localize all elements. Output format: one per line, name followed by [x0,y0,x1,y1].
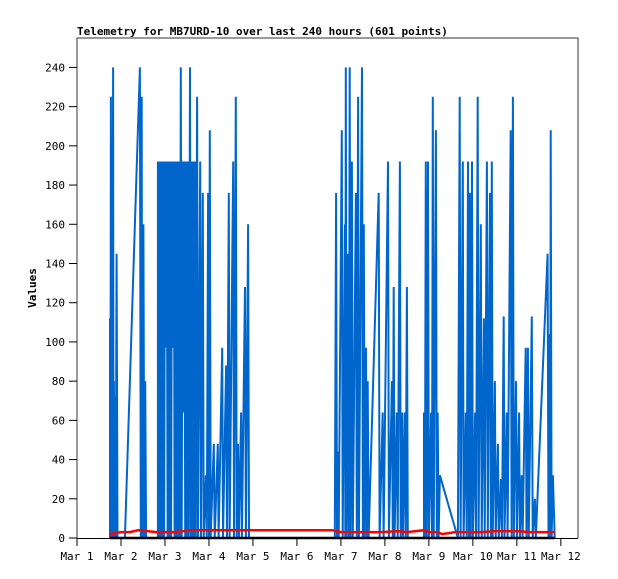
y-tick-label: 160 [45,218,65,231]
x-tick-label: Mar 8 [368,550,401,563]
x-tick-label: Mar 11 [497,550,537,563]
y-tick-label: 0 [58,532,65,545]
x-tick-label: Mar 1 [60,550,93,563]
y-tick-label: 20 [52,493,65,506]
y-tick-label: 80 [52,375,65,388]
y-axis-label: Values [26,268,39,308]
x-tick-label: Mar 12 [541,550,581,563]
plot-frame [76,37,579,538]
y-tick-label: 200 [45,140,65,153]
chart-title: Telemetry for MB7URD-10 over last 240 ho… [77,25,448,38]
y-tick-label: 220 [45,101,65,114]
y-tick-label: 40 [52,454,65,467]
y-tick-label: 140 [45,257,65,270]
series-line-value-1 [109,67,556,539]
x-tick-label: Mar 7 [324,550,357,563]
y-tick-label: 100 [45,336,65,349]
series-line-value-2 [109,528,555,536]
x-tick-label: Mar 3 [148,550,181,563]
axes-layer: 0 20 40 60 80 100 120 140 160 180 200 220 240 Mar 1 Ma… [45,37,581,563]
series-layer [109,67,556,540]
x-tick-label: Mar 9 [412,550,445,563]
x-tick-label: Mar 2 [104,550,137,563]
x-tick-label: Mar 5 [236,550,269,563]
y-tick-label: 60 [52,414,65,427]
y-tick-label: 180 [45,179,65,192]
x-tick-label: Mar 6 [280,550,313,563]
x-tick-label: Mar 4 [192,550,225,563]
y-tick-label: 120 [45,297,65,310]
y-tick-label: 240 [45,61,65,74]
x-tick-label: Mar 10 [453,550,493,563]
